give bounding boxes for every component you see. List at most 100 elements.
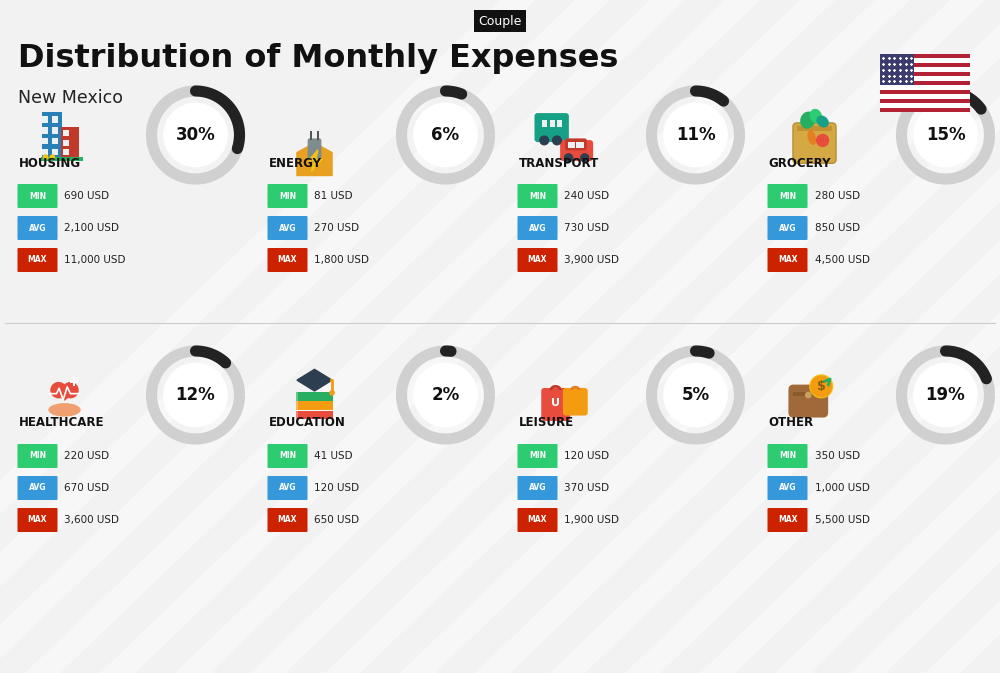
Text: MAX: MAX xyxy=(28,516,47,524)
Polygon shape xyxy=(925,0,1000,673)
Text: New Mexico: New Mexico xyxy=(18,89,123,107)
Text: 670 USD: 670 USD xyxy=(64,483,110,493)
Ellipse shape xyxy=(48,403,81,417)
Text: 650 USD: 650 USD xyxy=(314,515,360,525)
Text: HEALTHCARE: HEALTHCARE xyxy=(18,417,104,429)
Polygon shape xyxy=(550,0,1000,673)
Text: 120 USD: 120 USD xyxy=(314,483,360,493)
FancyBboxPatch shape xyxy=(768,476,808,500)
FancyBboxPatch shape xyxy=(308,139,321,162)
Circle shape xyxy=(414,363,477,427)
Circle shape xyxy=(51,382,66,398)
Circle shape xyxy=(811,376,832,396)
FancyBboxPatch shape xyxy=(296,392,298,401)
Circle shape xyxy=(553,136,561,145)
Polygon shape xyxy=(100,0,835,673)
FancyBboxPatch shape xyxy=(565,139,587,151)
Text: MIN: MIN xyxy=(279,452,296,460)
Text: EDUCATION: EDUCATION xyxy=(268,417,345,429)
Polygon shape xyxy=(475,0,1000,673)
FancyBboxPatch shape xyxy=(880,67,970,72)
Polygon shape xyxy=(297,369,332,391)
FancyBboxPatch shape xyxy=(63,140,69,146)
FancyBboxPatch shape xyxy=(797,126,832,131)
FancyBboxPatch shape xyxy=(63,131,69,137)
FancyBboxPatch shape xyxy=(880,59,970,63)
FancyBboxPatch shape xyxy=(52,127,58,134)
Text: OTHER: OTHER xyxy=(768,417,814,429)
Text: 5,500 USD: 5,500 USD xyxy=(815,515,870,525)
FancyBboxPatch shape xyxy=(768,184,808,208)
Polygon shape xyxy=(175,0,910,673)
Polygon shape xyxy=(25,0,760,673)
Text: MAX: MAX xyxy=(278,256,297,264)
Text: 11%: 11% xyxy=(676,126,715,144)
FancyBboxPatch shape xyxy=(18,216,57,240)
Text: 3,900 USD: 3,900 USD xyxy=(564,255,620,265)
FancyBboxPatch shape xyxy=(880,63,970,67)
FancyBboxPatch shape xyxy=(42,112,62,160)
FancyBboxPatch shape xyxy=(296,411,333,419)
FancyBboxPatch shape xyxy=(768,216,808,240)
Polygon shape xyxy=(297,143,332,176)
Text: AVG: AVG xyxy=(779,483,796,493)
Text: MAX: MAX xyxy=(528,516,547,524)
FancyBboxPatch shape xyxy=(52,138,58,145)
Ellipse shape xyxy=(807,131,816,145)
Polygon shape xyxy=(700,0,1000,673)
Polygon shape xyxy=(0,0,610,673)
Text: MIN: MIN xyxy=(529,452,546,460)
Text: AVG: AVG xyxy=(279,223,296,232)
FancyBboxPatch shape xyxy=(18,444,57,468)
FancyBboxPatch shape xyxy=(268,248,308,272)
Polygon shape xyxy=(625,0,1000,673)
FancyBboxPatch shape xyxy=(296,402,333,410)
Text: AVG: AVG xyxy=(29,223,46,232)
Circle shape xyxy=(164,363,227,427)
Text: MAX: MAX xyxy=(778,256,797,264)
Text: 2,100 USD: 2,100 USD xyxy=(64,223,120,233)
Text: 15%: 15% xyxy=(926,126,965,144)
FancyBboxPatch shape xyxy=(18,508,57,532)
Text: 220 USD: 220 USD xyxy=(64,451,110,461)
FancyBboxPatch shape xyxy=(317,131,319,141)
Circle shape xyxy=(540,136,549,145)
FancyBboxPatch shape xyxy=(793,123,836,164)
FancyBboxPatch shape xyxy=(518,444,558,468)
Text: ENERGY: ENERGY xyxy=(268,157,322,170)
Text: MAX: MAX xyxy=(778,516,797,524)
FancyBboxPatch shape xyxy=(788,384,828,417)
Text: 280 USD: 280 USD xyxy=(815,191,860,201)
FancyBboxPatch shape xyxy=(18,248,57,272)
FancyBboxPatch shape xyxy=(576,142,584,147)
FancyBboxPatch shape xyxy=(52,149,58,155)
FancyBboxPatch shape xyxy=(70,380,78,383)
FancyBboxPatch shape xyxy=(880,108,970,112)
Ellipse shape xyxy=(308,383,321,388)
Text: MIN: MIN xyxy=(29,192,46,201)
FancyBboxPatch shape xyxy=(52,116,58,123)
FancyBboxPatch shape xyxy=(880,85,970,90)
Circle shape xyxy=(414,104,477,167)
FancyBboxPatch shape xyxy=(518,184,558,208)
Text: MIN: MIN xyxy=(779,192,796,201)
Text: 1,000 USD: 1,000 USD xyxy=(815,483,869,493)
FancyBboxPatch shape xyxy=(880,54,970,59)
Text: 6%: 6% xyxy=(431,126,460,144)
Circle shape xyxy=(664,104,727,167)
FancyBboxPatch shape xyxy=(880,54,914,85)
FancyBboxPatch shape xyxy=(268,444,308,468)
Text: MAX: MAX xyxy=(528,256,547,264)
Text: AVG: AVG xyxy=(279,483,296,493)
Text: 1,900 USD: 1,900 USD xyxy=(564,515,620,525)
Circle shape xyxy=(43,155,48,160)
Polygon shape xyxy=(52,390,77,400)
Text: 11,000 USD: 11,000 USD xyxy=(64,255,126,265)
Polygon shape xyxy=(775,0,1000,673)
FancyBboxPatch shape xyxy=(880,81,970,85)
FancyBboxPatch shape xyxy=(268,216,308,240)
Text: MAX: MAX xyxy=(28,256,47,264)
Text: MAX: MAX xyxy=(278,516,297,524)
Circle shape xyxy=(806,392,811,398)
Polygon shape xyxy=(400,0,1000,673)
